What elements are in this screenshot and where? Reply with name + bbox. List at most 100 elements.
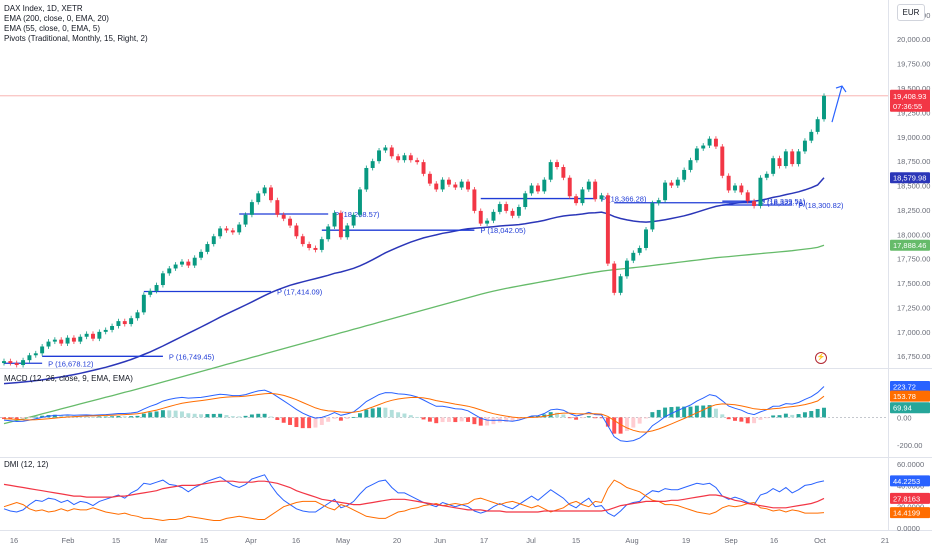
candle-body <box>421 162 426 174</box>
dmi-study-label[interactable]: DMI (12, 12) <box>4 460 49 469</box>
macd-study-label[interactable]: MACD (12, 26, close, 9, EMA, EMA) <box>4 374 133 383</box>
candle-body <box>288 218 293 226</box>
pivots-study-label[interactable]: Pivots (Traditional, Monthly, 15, Right,… <box>4 34 148 43</box>
ema55-study-label[interactable]: EMA (55, close, 0, EMA, 5) <box>4 24 101 33</box>
pivot-label: P (16,749.45) <box>169 352 215 361</box>
candle-body <box>211 236 216 245</box>
dmi-value-label: 27.8163 <box>893 494 920 503</box>
price-tick-label: 17,500.00 <box>897 279 930 288</box>
candle-body <box>160 273 165 286</box>
candle-body <box>809 131 814 141</box>
dmi-value-label: 14.4199 <box>893 509 920 518</box>
macd-histogram-bar <box>199 414 204 418</box>
macd-histogram-bar <box>141 413 146 418</box>
candle-body <box>542 179 547 192</box>
macd-histogram-bar <box>809 411 814 418</box>
candle-body <box>510 210 515 216</box>
macd-histogram-bar <box>758 417 763 420</box>
price-tick-label: 19,250.00 <box>897 108 930 117</box>
candle-body <box>605 195 610 264</box>
candle-body <box>650 203 655 230</box>
ema200-price-label-bg <box>890 239 930 251</box>
price-tick-label: 16,750.00 <box>897 352 930 361</box>
macd-value-label-bg <box>890 402 930 414</box>
macd-histogram-bar <box>408 415 413 418</box>
candle-body <box>529 185 534 194</box>
candle-body <box>249 202 254 215</box>
symbol-title[interactable]: DAX Index, 1D, XETR <box>4 4 83 13</box>
time-axis-label: 15 <box>572 536 580 545</box>
ema200-study-label[interactable]: EMA (200, close, 0, EMA, 20) <box>4 14 109 23</box>
candle-body <box>27 355 32 361</box>
macd-histogram-bar <box>243 415 248 418</box>
macd-histogram-bar <box>707 405 712 418</box>
candle-body <box>230 230 235 233</box>
candle-body <box>764 173 769 178</box>
candle-body <box>396 156 401 161</box>
candle-body <box>453 184 458 188</box>
macd-histogram-bar <box>300 417 305 429</box>
macd-histogram-bar <box>205 414 210 418</box>
price-tick-label: 18,000.00 <box>897 230 930 239</box>
macd-histogram-bar <box>688 406 693 418</box>
macd-histogram-bar <box>675 406 680 418</box>
dmi-minus-line <box>3 479 825 522</box>
countdown-label: 07:36:55 <box>893 102 922 111</box>
candle-body <box>618 276 623 293</box>
dmi-value-label-bg <box>890 475 930 487</box>
candle-body <box>637 247 642 253</box>
candle-body <box>523 193 528 207</box>
dmi-value-label: 44.2253 <box>893 477 920 486</box>
candle-body <box>631 252 636 261</box>
macd-histogram-bar <box>618 417 623 434</box>
candle-body <box>440 179 445 190</box>
macd-histogram-bar <box>612 417 617 434</box>
macd-histogram-bar <box>650 412 655 418</box>
macd-histogram-bar <box>52 414 57 418</box>
candle-body <box>129 318 134 325</box>
candle-body <box>192 257 197 266</box>
macd-histogram-bar <box>637 417 642 424</box>
candle-body <box>580 189 585 204</box>
macd-histogram-bar <box>116 416 121 418</box>
macd-histogram-bar <box>154 411 159 418</box>
macd-histogram-bar <box>771 415 776 418</box>
candle-body <box>243 214 248 225</box>
pivot-label: P (18,042.05) <box>480 226 526 235</box>
macd-value-label: 69.94 <box>893 404 912 413</box>
macd-histogram-bar <box>192 413 197 418</box>
earnings-flash-icon[interactable]: ⚡ <box>815 352 827 364</box>
macd-histogram-bar <box>663 407 668 418</box>
macd-histogram-bar <box>281 417 286 423</box>
macd-histogram-bar <box>27 417 32 419</box>
candle-body <box>434 183 439 190</box>
candle-body <box>141 294 146 313</box>
macd-histogram-bar <box>472 417 477 425</box>
macd-histogram-bar <box>669 407 674 418</box>
dmi-legend: DMI (12, 12) <box>4 460 48 470</box>
candle-body <box>345 225 350 238</box>
ema55-line <box>3 177 825 385</box>
macd-histogram-bar <box>224 415 229 418</box>
macd-histogram-bar <box>364 409 369 418</box>
macd-histogram-bar <box>504 417 509 422</box>
macd-histogram-bar <box>110 416 115 418</box>
macd-histogram-bar <box>745 417 750 424</box>
currency-button[interactable]: EUR <box>897 4 925 21</box>
macd-histogram-bar <box>97 416 102 418</box>
pivot-label: P (18,323.76) <box>760 199 806 208</box>
candle-body <box>796 151 801 165</box>
candle-body <box>294 225 299 237</box>
dmi-value-label-bg <box>890 492 930 504</box>
macd-histogram-bar <box>516 417 521 420</box>
candle-body <box>377 150 382 162</box>
time-axis-label: 15 <box>200 536 208 545</box>
price-tick-label: 17,750.00 <box>897 255 930 264</box>
candle-body <box>370 161 375 168</box>
candle-body <box>281 214 286 219</box>
macd-histogram-bar <box>682 406 687 418</box>
candle-body <box>180 261 184 265</box>
candle-body <box>40 346 45 354</box>
candle-body <box>599 195 604 200</box>
